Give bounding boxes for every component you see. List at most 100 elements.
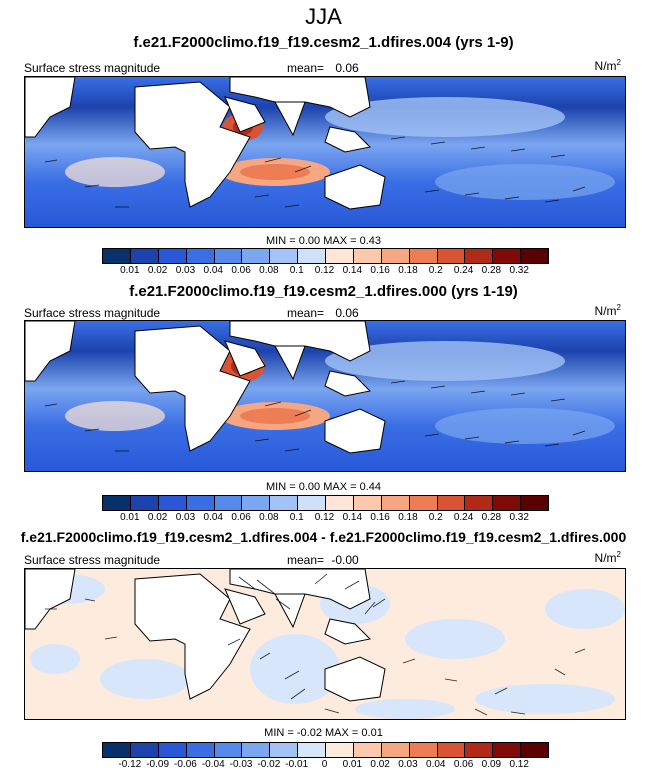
colorbar-swatch [493, 743, 522, 757]
panel-2-variable-label: Surface stress magnitude [24, 306, 161, 320]
colorbar-swatch [521, 743, 548, 757]
panel-3-mean-value: -0.00 [331, 553, 359, 567]
colorbar-swatch [103, 496, 131, 510]
colorbar-tick-label: -0.04 [201, 759, 225, 770]
colorbar-tick-label: 0.03 [175, 512, 196, 523]
colorbar-tick-label: 0.03 [175, 265, 196, 276]
colorbar-swatch [186, 249, 215, 263]
panel-2-units: N/m2 [594, 303, 621, 318]
colorbar-swatch [298, 496, 326, 510]
colorbar-tick-label: 0.14 [342, 265, 363, 276]
colorbar-swatch [270, 743, 299, 757]
africa-land [134, 81, 251, 208]
colorbar-tick-label: 0 [321, 759, 328, 770]
colorbar-swatch [130, 496, 159, 510]
colorbar-swatch [186, 496, 215, 510]
panel-2-map [24, 320, 626, 472]
colorbar-swatch [186, 743, 215, 757]
panel-2-mean-value: 0.06 [335, 306, 359, 320]
colorbar-swatch [381, 743, 410, 757]
colorbar-swatch [409, 249, 438, 263]
colorbar-swatch [214, 743, 243, 757]
maritime-land [324, 370, 372, 397]
colorbar-tick-label: 0.04 [203, 512, 223, 523]
colorbar-tick-label: 0.1 [289, 265, 304, 276]
colorbar-swatch [465, 496, 494, 510]
panel-2-mean-label: mean= [287, 306, 325, 320]
colorbar-tick-label: 0.01 [120, 512, 140, 523]
colorbar-tick-label: 0.08 [259, 512, 279, 523]
colorbar-swatch [521, 496, 548, 510]
africa-land [134, 573, 251, 700]
colorbar-tick-label: 0.28 [481, 265, 502, 276]
colorbar-swatch [381, 496, 410, 510]
colorbar-tick-label: 0.32 [509, 512, 529, 523]
asia-land [229, 321, 371, 362]
colorbar-tick-label: 0.24 [453, 265, 474, 276]
asia-land [229, 77, 371, 118]
figure-season-title: JJA [305, 4, 342, 29]
panel-1-mean-label: mean= [287, 61, 325, 75]
panel-1-units: N/m2 [594, 58, 621, 73]
colorbar-swatch [242, 743, 271, 757]
panel-3-units: N/m2 [594, 550, 621, 565]
maritime-land [324, 618, 372, 645]
panel-1-variable-label: Surface stress magnitude [24, 61, 161, 75]
colorbar-tick-label: 0.16 [370, 265, 390, 276]
panel-2-colorbar [102, 495, 549, 511]
panel-1-minmax: MIN = 0.00 MAX = 0.43 [265, 235, 381, 247]
colorbar-tick-label: 0.1 [289, 512, 304, 523]
panel-3-title: f.e21.F2000climo.f19_f19.cesm2_1.dfires.… [20, 529, 627, 545]
colorbar-swatch [130, 249, 159, 263]
colorbar-tick-label: 0.12 [314, 512, 335, 523]
panel-3-mean-label: mean= [287, 553, 325, 567]
panel-1-title: f.e21.F2000climo.f19_f19.cesm2_1.dfires.… [133, 34, 514, 51]
colorbar-tick-label: 0.01 [120, 265, 140, 276]
wind-vectors [44, 136, 586, 208]
colorbar-tick-label: 0.01 [342, 759, 363, 770]
colorbar-tick-label: -0.03 [229, 759, 253, 770]
colorbar-swatch [326, 249, 354, 263]
colorbar-tick-label: 0.02 [147, 265, 168, 276]
colorbar-tick-label: 0.06 [453, 759, 474, 770]
colorbar-tick-label: 0.12 [509, 759, 529, 770]
colorbar-tick-label: 0.08 [259, 265, 279, 276]
arabia-land [224, 96, 266, 133]
colorbar-tick-label: 0.2 [428, 265, 443, 276]
colorbar-tick-label: 0.2 [428, 512, 443, 523]
panel-1-colorbar-ticks: 0.01 0.02 0.03 0.04 0.06 0.08 0.1 0.12 0.14 0.16 0… [102, 265, 547, 277]
panel-1-mean-value: 0.06 [335, 61, 359, 75]
colorbar-swatch [298, 743, 326, 757]
colorbar-swatch [214, 249, 243, 263]
colorbar-swatch [353, 496, 382, 510]
colorbar-tick-label: 0.16 [370, 512, 390, 523]
australia-land [324, 656, 386, 702]
panel-3-minmax: MIN = -0.02 MAX = 0.01 [264, 727, 383, 739]
colorbar-tick-label: 0.12 [314, 265, 335, 276]
colorbar-swatch [242, 249, 271, 263]
panel-3-mean: mean= -0.00 [287, 553, 359, 567]
colorbar-tick-label: 0.04 [203, 265, 223, 276]
colorbar-swatch [158, 249, 187, 263]
panel-3-map [24, 568, 626, 720]
colorbar-swatch [298, 249, 326, 263]
colorbar-swatch [326, 496, 354, 510]
colorbar-tick-label: 0.06 [231, 265, 251, 276]
colorbar-swatch [465, 743, 494, 757]
colorbar-swatch [493, 496, 522, 510]
panel-2-title: f.e21.F2000climo.f19_f19.cesm2_1.dfires.… [129, 283, 518, 300]
colorbar-tick-label: 0.09 [481, 759, 502, 770]
colorbar-tick-label: -0.12 [118, 759, 142, 770]
southamerica-land [25, 77, 76, 138]
australia-land [324, 408, 386, 454]
panel-2-minmax: MIN = 0.00 MAX = 0.44 [265, 481, 381, 493]
panel-3-colorbar [102, 742, 549, 758]
colorbar-swatch [242, 496, 271, 510]
arabia-land [224, 588, 266, 625]
colorbar-swatch [214, 496, 243, 510]
colorbar-tick-label: 0.02 [147, 512, 168, 523]
southamerica-land [25, 321, 76, 382]
wind-vectors [44, 380, 586, 452]
maritime-land [324, 126, 372, 153]
colorbar-swatch [409, 743, 438, 757]
